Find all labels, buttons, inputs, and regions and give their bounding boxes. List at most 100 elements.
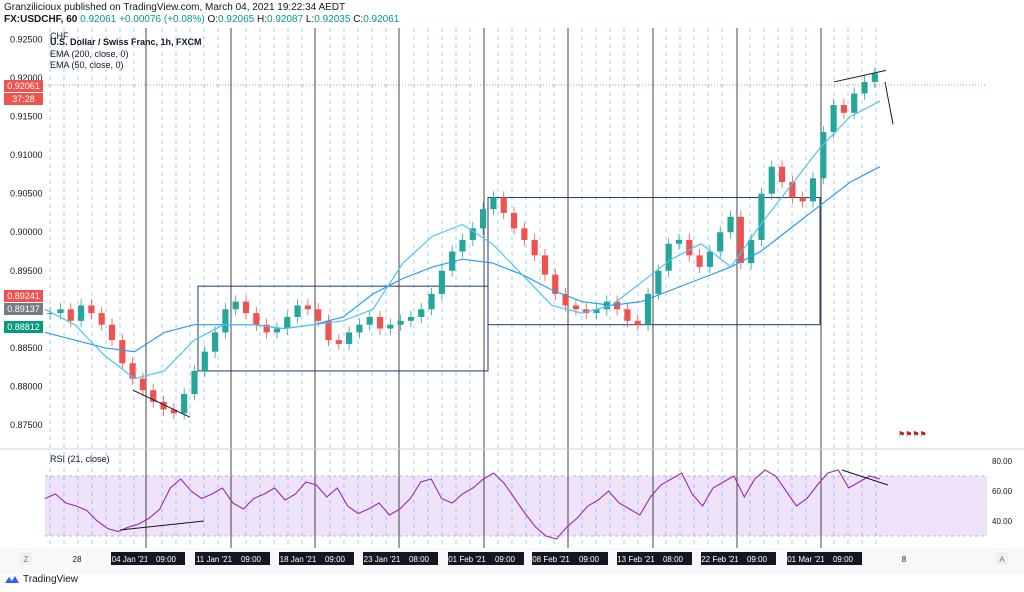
candle-body <box>397 320 404 325</box>
vertical-grid <box>49 28 877 548</box>
range-box <box>197 285 489 372</box>
open-label: O: <box>207 14 219 25</box>
x-tick-label: 08:00 <box>663 555 684 564</box>
price-tag-red: 0.89241 <box>4 290 43 302</box>
candle-body <box>469 228 476 240</box>
legend-rsi: RSI (21, close) <box>50 454 110 464</box>
candle-body <box>376 316 384 329</box>
x-tick-bg <box>448 552 486 565</box>
candle-body <box>737 216 744 264</box>
candle-body <box>181 394 188 414</box>
x-tick-label: 28 <box>73 555 82 564</box>
high-label: H: <box>256 14 267 25</box>
candle-body <box>57 309 64 314</box>
y-tick-label: 0.92000 <box>10 73 43 83</box>
candle-body <box>820 132 827 179</box>
ema50-line <box>44 100 881 380</box>
x-tick-label: 09:00 <box>747 555 768 564</box>
rsi-band <box>45 476 987 536</box>
last-price-tag: 0.92061 <box>4 80 43 92</box>
candle-body <box>789 182 796 198</box>
price-change: +0.00076 (+0.08%) <box>119 14 205 25</box>
symbol: FX:USDCHF, 60 <box>4 14 78 25</box>
x-tick-bg <box>617 552 655 565</box>
candle-body <box>717 232 724 252</box>
candle-body <box>675 239 683 244</box>
price-chart[interactable]: 0.92500 0.92000 0.91500 0.91000 0.90500 0.900… <box>0 28 1024 574</box>
x-tick-bg <box>738 552 776 565</box>
candle-body <box>665 243 672 271</box>
candle-body <box>325 320 332 341</box>
range-box <box>487 197 821 326</box>
y-tick-label: 0.91000 <box>10 150 43 160</box>
candle-body <box>418 309 425 317</box>
x-tick-label: 01 Feb '21 <box>448 555 486 564</box>
candle-body <box>88 305 95 314</box>
candle-body <box>851 93 858 113</box>
footer-brand[interactable]: TradingView <box>4 574 78 585</box>
candle-body <box>108 324 116 341</box>
a-button[interactable]: A <box>999 555 1005 564</box>
rsi-line <box>44 469 881 540</box>
x-tick-bg <box>111 552 149 565</box>
candle-body <box>407 316 415 321</box>
candle-body <box>77 305 85 321</box>
x-tick-bg <box>532 552 570 565</box>
candle-body <box>634 320 641 325</box>
x-tick-label: 18 Jan '21 <box>280 555 317 564</box>
y-tick-label: 0.88000 <box>10 381 43 391</box>
x-tick-bg <box>824 552 862 565</box>
range-boxes <box>197 197 821 372</box>
x-tick-bg <box>701 552 739 565</box>
x-tick-label: 09:00 <box>495 555 516 564</box>
candle-body <box>541 255 549 275</box>
rsi-tick-label: 40.00 <box>992 517 1013 526</box>
last-price: 0.92061 <box>80 14 117 25</box>
x-axis-ticks: 28 04 Jan '21 09:00 11 Jan '21 09:00 18 Jan '… <box>73 552 907 565</box>
candle-body <box>315 309 322 321</box>
x-tick-label: 22 Feb '21 <box>701 555 739 564</box>
price-tag-green: 0.88812 <box>4 321 43 333</box>
x-tick-bg <box>147 552 185 565</box>
candle-body <box>366 316 373 325</box>
z-button[interactable]: Z <box>24 555 29 564</box>
candle-body <box>294 305 301 317</box>
x-tick-bg <box>363 552 401 565</box>
candle-body <box>614 301 621 310</box>
candle-body <box>706 251 713 267</box>
symbol-quote-line: FX:USDCHF, 60 0.92061 +0.00076 (+0.08%) … <box>4 14 399 25</box>
x-tick-label: 09:00 <box>833 555 854 564</box>
x-tick-label: 09:00 <box>156 555 177 564</box>
z-button-bg[interactable] <box>20 552 32 565</box>
trendline-march-high <box>833 69 887 83</box>
legend-title: U.S. Dollar / Swiss Franc, 1h, FXCM <box>50 37 202 47</box>
x-tick-label: 08 Feb '21 <box>532 555 570 564</box>
x-tick-bg <box>400 552 438 565</box>
y-tick-label: 0.90000 <box>10 227 43 237</box>
candle-body <box>871 73 878 82</box>
open-value: 0.92065 <box>218 14 255 25</box>
rsi-divergence-line <box>841 469 889 486</box>
candle-body <box>129 363 136 379</box>
y-tick-label: 0.91500 <box>10 112 43 122</box>
rsi-axis-ticks: 80.00 60.00 40.00 <box>45 457 1013 537</box>
candle-body <box>242 301 250 314</box>
rsi-tick-label: 80.00 <box>992 457 1013 466</box>
low-label: L: <box>305 14 315 25</box>
x-tick-label: 23 Jan '21 <box>364 555 401 564</box>
candle-body <box>67 309 74 321</box>
candle-body <box>686 239 693 256</box>
candle-body <box>840 105 848 113</box>
x-tick-label: 04 Jan '21 <box>112 555 149 564</box>
candle-body <box>758 193 765 240</box>
candle-body <box>593 309 600 314</box>
candle-body <box>572 305 579 310</box>
rsi-tick-label: 60.00 <box>992 487 1013 496</box>
candle-body <box>480 209 487 229</box>
plot-background <box>45 28 987 548</box>
a-button-bg[interactable] <box>996 552 1008 565</box>
y-tick-label: 0.90500 <box>10 189 43 199</box>
y-tick-label: 0.89500 <box>10 266 43 276</box>
candle-body <box>304 305 311 310</box>
high-value: 0.92087 <box>266 14 304 25</box>
